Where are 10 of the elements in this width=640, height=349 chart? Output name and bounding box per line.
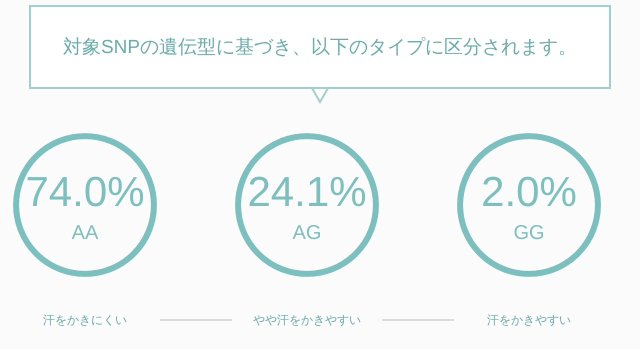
text: 汗をかきにくい <box>43 313 127 327</box>
text: 汗をかきやすい <box>487 313 571 327</box>
category-label: GG <box>513 222 545 244</box>
text: やや汗をかきやすい <box>253 313 361 327</box>
data-label: 2.0% <box>481 168 577 215</box>
category-label: AA <box>72 222 99 244</box>
data-label: 74.0% <box>25 168 145 215</box>
data-label: 24.1% <box>247 168 367 215</box>
category-label: AG <box>292 222 322 244</box>
text: 対象SNPの遺伝型に基づき、以下のタイプに区分されます。 <box>62 36 578 58</box>
